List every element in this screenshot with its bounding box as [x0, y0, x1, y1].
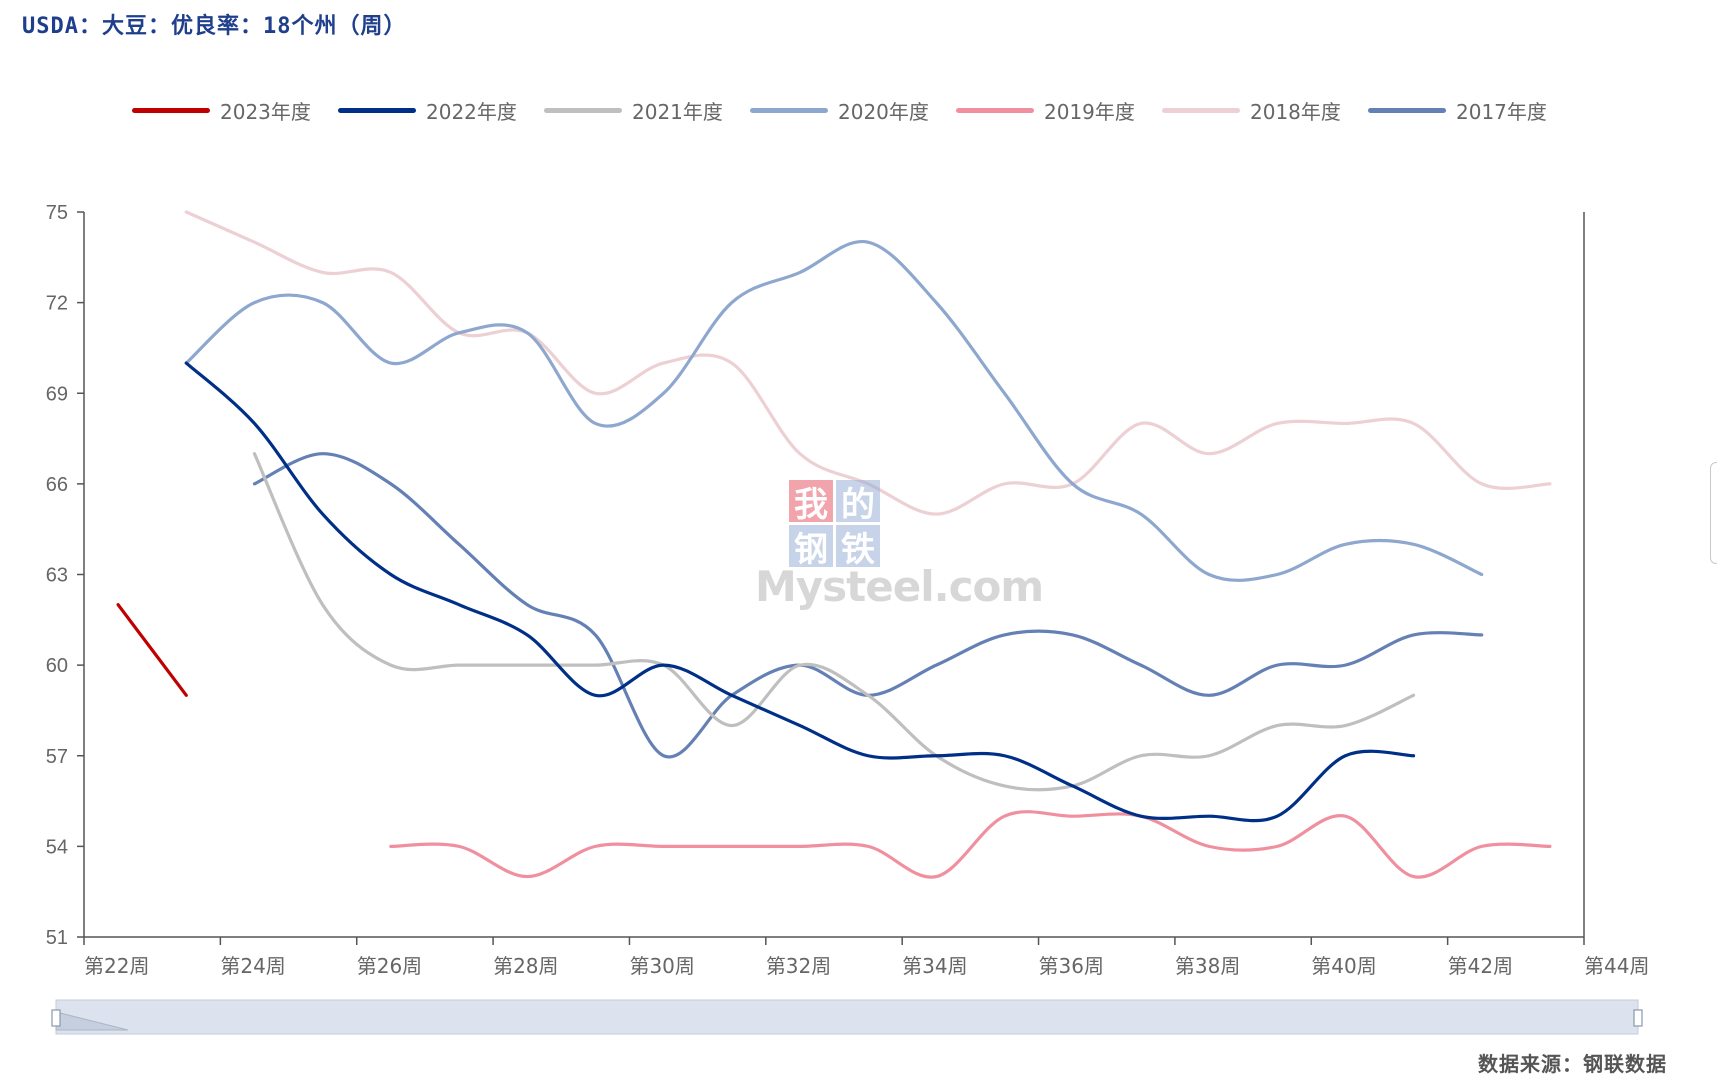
x-tick-label: 第34周: [902, 954, 967, 978]
legend: 2023年度 2022年度 2021年度 2020年度 2019年度 2018年度 2017…: [0, 96, 1717, 124]
legend-label: 2022年度: [426, 99, 517, 124]
legend-item-2020[interactable]: 2020年度: [750, 96, 929, 124]
series-line-2017: [252, 452, 1484, 759]
legend-item-2019[interactable]: 2019年度: [956, 96, 1135, 124]
zoom-handle-right[interactable]: [1633, 1009, 1643, 1027]
watermark-cell: 钢: [789, 525, 833, 570]
series-line-2020: [184, 239, 1484, 582]
x-tick-label: 第22周: [84, 954, 149, 978]
legend-item-2023[interactable]: 2023年度: [132, 96, 311, 124]
y-tick-label: 75: [46, 202, 68, 224]
zoom-handle-left[interactable]: [51, 1009, 61, 1027]
watermark-cell: 铁: [836, 525, 880, 570]
legend-swatch: [338, 107, 416, 113]
side-scroll-handle[interactable]: [1710, 462, 1717, 564]
watermark-cell: 的: [836, 480, 880, 525]
y-tick-label: 54: [46, 836, 68, 858]
x-tick-label: 第32周: [766, 954, 831, 978]
legend-item-2017[interactable]: 2017年度: [1368, 96, 1547, 124]
x-tick-label: 第26周: [357, 954, 422, 978]
legend-label: 2019年度: [1044, 99, 1135, 124]
y-tick-label: 63: [46, 565, 68, 587]
series-line-2021: [252, 452, 1416, 792]
legend-swatch: [132, 107, 210, 113]
legend-item-2021[interactable]: 2021年度: [544, 96, 723, 124]
legend-swatch: [750, 107, 828, 113]
x-tick-label: 第38周: [1175, 954, 1240, 978]
chart-title: USDA：大豆：优良率：18个州（周）: [22, 14, 407, 39]
x-tick-label: 第28周: [493, 954, 558, 978]
x-tick-label: 第40周: [1311, 954, 1376, 978]
y-tick-label: 57: [46, 746, 68, 768]
y-tick-label: 51: [46, 927, 68, 949]
legend-item-2018[interactable]: 2018年度: [1162, 96, 1341, 124]
legend-label: 2021年度: [632, 99, 723, 124]
legend-label: 2023年度: [220, 99, 311, 124]
y-tick-label: 66: [46, 474, 68, 496]
x-tick-label: 第24周: [220, 954, 285, 978]
y-tick-label: 60: [46, 655, 68, 677]
zoom-slider-track[interactable]: [55, 999, 1639, 1035]
x-tick-label: 第36周: [1039, 954, 1104, 978]
legend-label: 2020年度: [838, 99, 929, 124]
y-tick-label: 69: [46, 383, 68, 405]
legend-swatch: [1162, 107, 1240, 113]
y-tick-label: 72: [46, 293, 68, 315]
series-line-2019: [389, 810, 1552, 879]
watermark: 我 的 钢 铁 Mysteel.com: [755, 480, 1044, 611]
x-tick-label: 第44周: [1584, 954, 1649, 978]
legend-swatch: [956, 107, 1034, 113]
source-note: 数据来源：钢联数据: [1478, 1052, 1667, 1076]
watermark-text: Mysteel.com: [755, 562, 1044, 611]
legend-label: 2018年度: [1250, 99, 1341, 124]
legend-label: 2017年度: [1456, 99, 1547, 124]
series-line-2023: [116, 603, 188, 697]
series-line-2022: [184, 361, 1416, 823]
legend-swatch: [1368, 107, 1446, 113]
x-tick-label: 第42周: [1448, 954, 1513, 978]
legend-swatch: [544, 107, 622, 113]
x-tick-label: 第30周: [629, 954, 694, 978]
watermark-cell: 我: [789, 480, 833, 525]
legend-item-2022[interactable]: 2022年度: [338, 96, 517, 124]
